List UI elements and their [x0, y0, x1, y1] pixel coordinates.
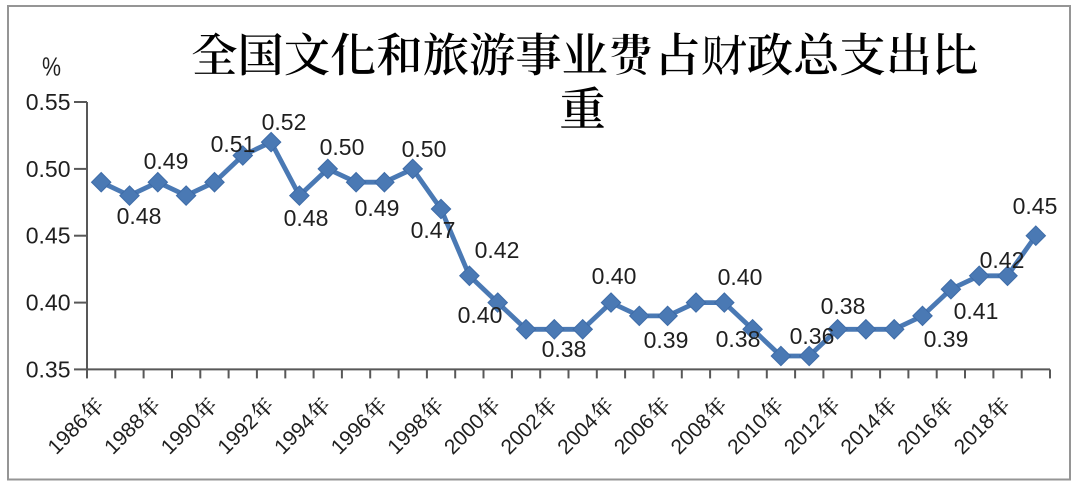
svg-text:0.47: 0.47: [411, 217, 456, 243]
svg-text:0.38: 0.38: [716, 326, 761, 352]
svg-text:0.42: 0.42: [475, 237, 520, 263]
svg-text:0.40: 0.40: [458, 302, 503, 328]
svg-text:0.55: 0.55: [26, 89, 71, 115]
svg-text:0.38: 0.38: [821, 293, 866, 319]
svg-text:0.49: 0.49: [144, 148, 189, 174]
svg-text:0.48: 0.48: [284, 205, 329, 231]
svg-text:0.50: 0.50: [26, 156, 71, 182]
svg-text:0.45: 0.45: [1013, 193, 1058, 219]
svg-text:0.48: 0.48: [117, 203, 162, 229]
svg-text:0.49: 0.49: [355, 195, 400, 221]
svg-text:0.40: 0.40: [26, 290, 71, 316]
svg-text:0.38: 0.38: [542, 336, 587, 362]
svg-text:0.45: 0.45: [26, 223, 71, 249]
svg-text:0.35: 0.35: [26, 356, 71, 382]
svg-text:0.39: 0.39: [644, 327, 689, 353]
svg-text:0.39: 0.39: [924, 326, 969, 352]
svg-text:0.36: 0.36: [790, 323, 835, 349]
svg-text:%: %: [42, 52, 61, 82]
svg-text:0.40: 0.40: [592, 263, 637, 289]
svg-text:0.42: 0.42: [980, 247, 1025, 273]
svg-text:0.40: 0.40: [718, 264, 763, 290]
svg-text:0.41: 0.41: [954, 298, 999, 324]
svg-text:0.52: 0.52: [262, 109, 307, 135]
svg-text:0.50: 0.50: [402, 136, 447, 162]
svg-text:0.51: 0.51: [211, 131, 256, 157]
svg-text:0.50: 0.50: [320, 134, 365, 160]
